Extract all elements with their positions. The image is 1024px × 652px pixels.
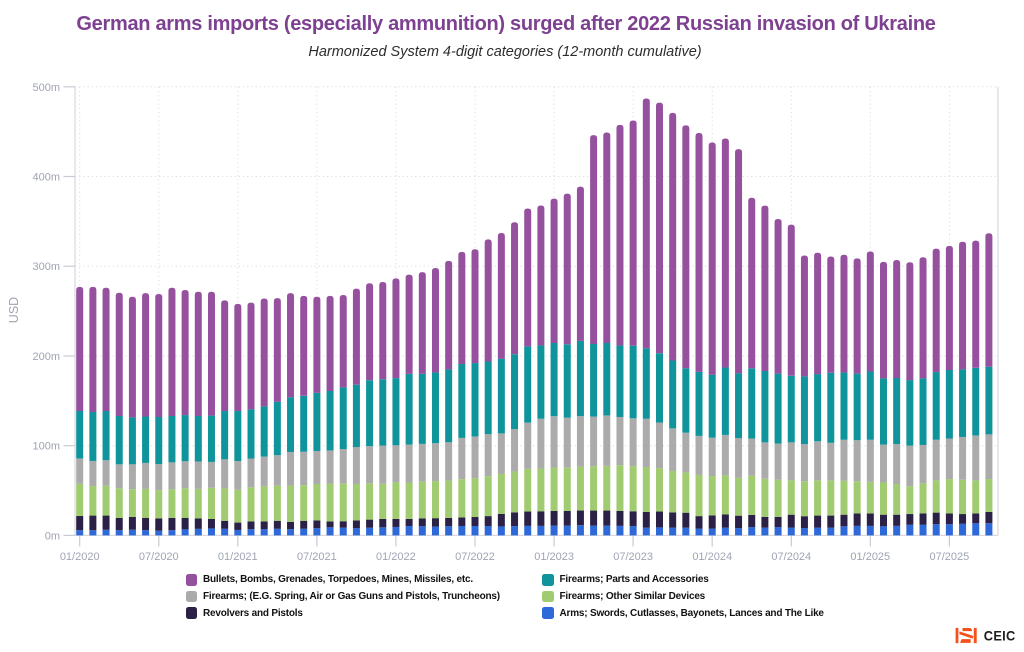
svg-text:200m: 200m [32, 351, 60, 363]
svg-text:07/2020: 07/2020 [139, 551, 179, 563]
svg-text:07/2023: 07/2023 [613, 551, 653, 563]
svg-text:300m: 300m [32, 261, 60, 273]
svg-text:400m: 400m [32, 172, 60, 184]
svg-text:01/2022: 01/2022 [376, 551, 416, 563]
svg-text:01/2024: 01/2024 [692, 551, 732, 563]
svg-text:07/2024: 07/2024 [771, 551, 811, 563]
svg-text:CEIC: CEIC [983, 628, 1015, 643]
svg-text:USD: USD [7, 297, 21, 323]
svg-text:500m: 500m [32, 82, 60, 94]
svg-text:0m: 0m [45, 530, 60, 542]
svg-text:100m: 100m [32, 441, 60, 453]
svg-text:01/2021: 01/2021 [218, 551, 258, 563]
svg-text:07/2021: 07/2021 [297, 551, 337, 563]
svg-text:01/2025: 01/2025 [850, 551, 890, 563]
svg-text:07/2022: 07/2022 [455, 551, 495, 563]
svg-text:01/2023: 01/2023 [534, 551, 574, 563]
svg-text:01/2020: 01/2020 [60, 551, 100, 563]
svg-text:07/2025: 07/2025 [930, 551, 970, 563]
